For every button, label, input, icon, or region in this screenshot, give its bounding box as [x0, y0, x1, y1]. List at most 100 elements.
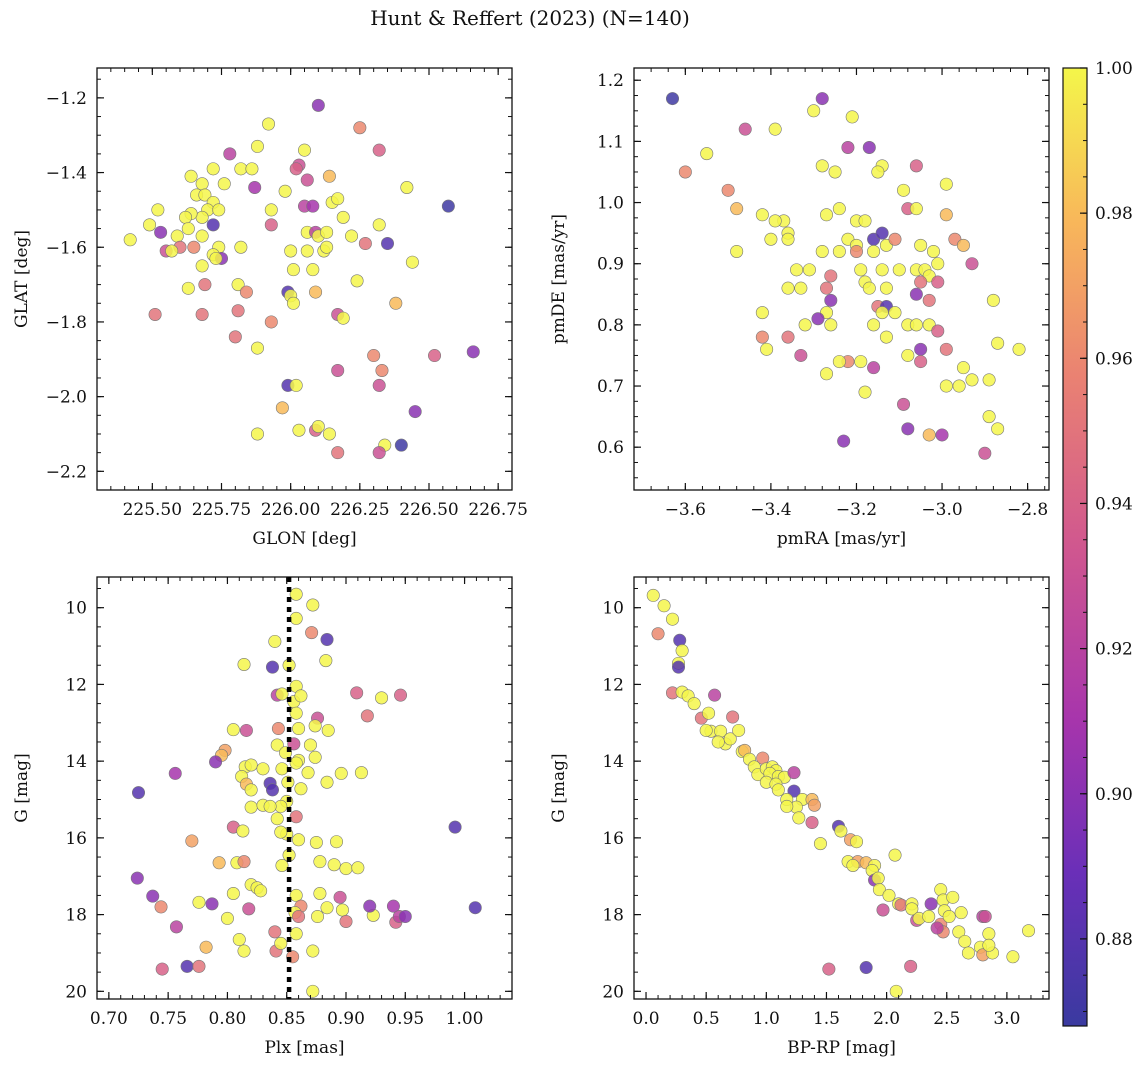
x-tick-label: −2.8 — [1007, 500, 1048, 520]
data-point — [334, 766, 348, 780]
y-tick-label: 20 — [602, 982, 624, 1002]
data-point — [687, 697, 701, 711]
data-point — [284, 244, 298, 258]
data-point — [199, 940, 213, 954]
x-tick-label: 0.75 — [149, 1009, 187, 1029]
data-point — [904, 959, 918, 973]
data-point — [909, 159, 923, 173]
data-point — [965, 373, 979, 387]
x-tick-label: 1.5 — [813, 1009, 840, 1029]
data-point — [781, 330, 795, 344]
data-point — [897, 397, 911, 411]
data-point — [982, 938, 996, 952]
data-point — [798, 318, 812, 332]
data-point — [672, 660, 686, 674]
data-point — [792, 811, 806, 825]
data-point — [274, 825, 288, 839]
data-point — [132, 786, 146, 800]
data-point — [168, 766, 182, 780]
data-point — [313, 886, 327, 900]
colorbar-tick-label: 1.00 — [1095, 59, 1133, 79]
data-point — [268, 925, 282, 939]
data-point — [320, 901, 334, 915]
data-point — [254, 884, 268, 898]
data-point — [901, 422, 915, 436]
x-axis-label: pmRA [mas/yr] — [777, 529, 906, 549]
data-point — [428, 349, 442, 363]
data-point — [646, 588, 660, 602]
data-point — [250, 341, 264, 355]
data-point — [239, 723, 253, 737]
data-point — [380, 237, 394, 251]
data-point — [954, 906, 968, 920]
data-point — [931, 257, 945, 271]
x-axis-label: GLON [deg] — [252, 529, 356, 549]
data-point — [372, 446, 386, 460]
data-point — [206, 218, 220, 232]
y-tick-label: 10 — [65, 599, 87, 619]
data-point — [849, 244, 863, 258]
data-point — [768, 122, 782, 136]
data-point — [198, 278, 212, 292]
data-point — [169, 920, 183, 934]
data-point — [154, 900, 168, 914]
data-point — [787, 784, 801, 798]
data-point — [956, 361, 970, 375]
data-point — [958, 934, 972, 948]
data-point — [732, 723, 746, 737]
data-point — [154, 225, 168, 239]
x-tick-label: 0.5 — [693, 1009, 720, 1029]
y-tick-label: 14 — [65, 752, 87, 772]
data-point — [289, 810, 303, 824]
data-point — [354, 766, 368, 780]
data-point — [335, 903, 349, 917]
data-point — [311, 98, 325, 112]
axes-frame — [96, 576, 513, 1000]
data-point — [363, 899, 377, 913]
data-point — [879, 281, 893, 295]
data-point — [922, 910, 936, 924]
x-tick-label: 0.0 — [633, 1009, 660, 1029]
data-point — [930, 921, 944, 935]
x-axis-label: BP-RP [mag] — [787, 1038, 896, 1058]
axes-frame — [633, 576, 1050, 1000]
data-point — [394, 438, 408, 452]
data-point — [832, 355, 846, 369]
data-point — [982, 410, 996, 424]
data-point — [195, 177, 209, 191]
data-point — [264, 218, 278, 232]
data-point — [309, 285, 323, 299]
data-point — [271, 722, 285, 736]
data-point — [448, 820, 462, 834]
data-point — [386, 899, 400, 913]
data-point — [289, 611, 303, 625]
data-point — [192, 895, 206, 909]
data-point — [982, 927, 996, 941]
data-point — [263, 799, 277, 813]
data-point — [862, 281, 876, 295]
data-points — [646, 588, 1036, 998]
y-axis-label: GLAT [deg] — [12, 230, 32, 328]
data-point — [192, 959, 206, 973]
y-axis-label: G [mag] — [12, 753, 32, 822]
data-point — [320, 225, 334, 239]
data-point — [143, 218, 157, 232]
data-point — [264, 203, 278, 217]
data-point — [256, 762, 270, 776]
data-point — [790, 263, 804, 277]
y-tick-label: −1.8 — [46, 313, 87, 333]
x-tick-label: −3.0 — [921, 500, 962, 520]
data-point — [321, 723, 335, 737]
data-point — [300, 173, 314, 187]
data-point — [311, 420, 325, 434]
data-point — [897, 183, 911, 197]
data-point — [313, 855, 327, 869]
data-point — [675, 644, 689, 658]
data-point — [320, 240, 334, 254]
data-point — [711, 735, 725, 749]
data-point — [294, 689, 308, 703]
data-point — [308, 750, 322, 764]
data-point — [333, 890, 347, 904]
data-point — [394, 688, 408, 702]
colorbar-gradient — [1062, 67, 1088, 1027]
